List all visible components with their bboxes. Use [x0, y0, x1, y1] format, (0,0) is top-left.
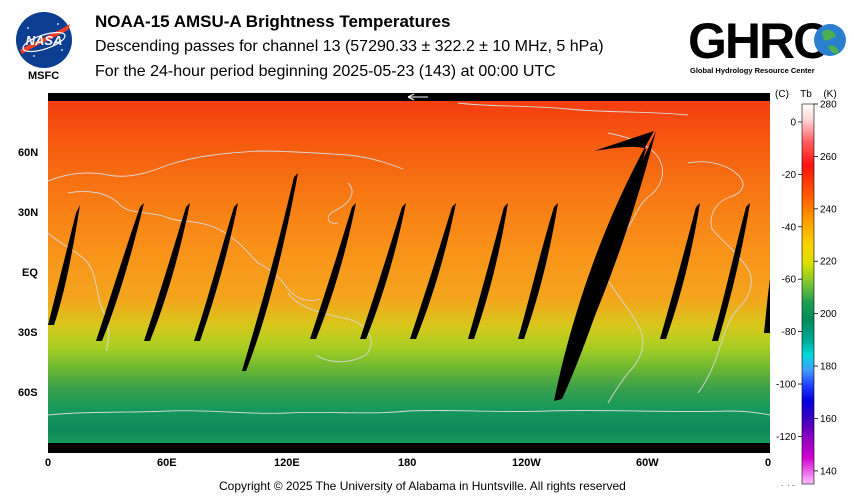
colorbar-celsius-label: -80 — [782, 327, 797, 338]
lon-label-0-right: 0 — [765, 457, 772, 469]
temperature-field — [48, 101, 770, 443]
nasa-logo: NASA — [16, 12, 72, 68]
lat-label-30n: 30N — [18, 207, 39, 219]
colorbar-celsius-label: -140 — [776, 484, 796, 486]
colorbar-gradient — [801, 103, 815, 485]
lon-label-180: 180 — [398, 457, 417, 469]
colorbar-kelvin-label: 260 — [820, 152, 837, 163]
colorbar-celsius-label: -40 — [782, 222, 797, 233]
ghrc-text: GHRC — [688, 13, 828, 69]
colorbar-unit-c: (C) — [775, 89, 789, 100]
colorbar-kelvin-label: 220 — [820, 257, 837, 268]
colorbar-kelvin-label: 200 — [820, 309, 837, 320]
dateline-arrow-icon — [407, 93, 428, 101]
lon-label-0: 0 — [45, 457, 52, 469]
lat-label-60n: 60N — [18, 147, 39, 159]
colorbar-label-tb: Tb — [800, 89, 812, 100]
msfc-label: MSFC — [28, 70, 60, 82]
colorbar-kelvin-label: 180 — [820, 362, 837, 373]
lon-label-60w: 60W — [636, 457, 659, 469]
nasa-text: NASA — [26, 33, 63, 48]
lon-label-120e: 120E — [274, 457, 300, 469]
subtitle-channel: Descending passes for channel 13 (57290.… — [95, 38, 604, 55]
ghrc-subtitle: Global Hydrology Resource Center — [690, 66, 815, 75]
colorbar-kelvin-label: 280 — [820, 100, 837, 111]
page-title: NOAA-15 AMSU-A Brightness Temperatures — [95, 12, 451, 31]
colorbar-celsius-label: -60 — [782, 275, 797, 286]
colorbar-celsius-label: 0 — [790, 117, 796, 128]
ghrc-logo: GHRC — [688, 13, 846, 69]
colorbar-kelvin-label: 140 — [820, 466, 837, 477]
colorbar-celsius-label: -20 — [782, 170, 797, 181]
lat-label-60s: 60S — [18, 387, 38, 399]
orbit-gaps — [48, 131, 770, 401]
lon-label-60e: 60E — [157, 457, 177, 469]
lon-label-120w: 120W — [512, 457, 541, 469]
subtitle-period: For the 24-hour period beginning 2025-05… — [95, 63, 556, 80]
brightness-temperature-map — [48, 93, 770, 453]
colorbar-celsius-label: -120 — [776, 432, 796, 443]
colorbar-kelvin-label: 240 — [820, 204, 837, 215]
colorbar-unit-k: (K) — [823, 89, 836, 100]
copyright-notice: Copyright © 2025 The University of Alaba… — [219, 479, 626, 493]
lat-label-30s: 30S — [18, 327, 38, 339]
lat-label-eq: EQ — [22, 267, 38, 279]
colorbar: (C) Tb (K) 280 260 240 220 200 180 160 140 0 -20 -… — [775, 89, 837, 486]
colorbar-kelvin-label: 160 — [820, 414, 837, 425]
colorbar-celsius-label: -100 — [776, 380, 796, 391]
